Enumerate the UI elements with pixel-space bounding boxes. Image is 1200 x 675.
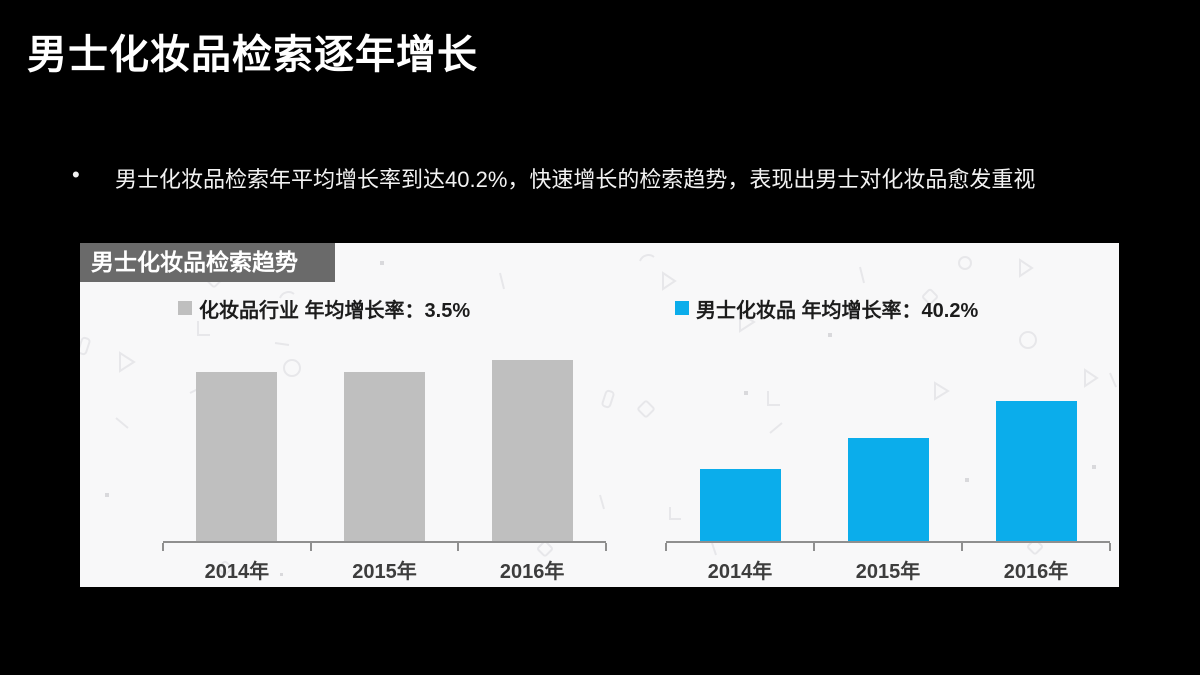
plot-area <box>163 331 606 543</box>
legend-label-industry: 化妆品行业 年均增长率：3.5% <box>199 299 471 322</box>
category-label: 2016年 <box>1003 561 1069 583</box>
bar-2015年 <box>847 438 929 541</box>
panel-header: 男士化妆品检索趋势 <box>80 243 335 282</box>
bar-2014年 <box>196 372 278 541</box>
axis-ticks <box>162 543 607 552</box>
bar-slot <box>962 331 1110 541</box>
bullet-text: 男士化妆品检索年平均增长率到达40.2%，快速增长的检索趋势，表现出男士对化妆品… <box>115 167 1036 192</box>
bar-slot <box>311 331 459 541</box>
category-label: 2015年 <box>352 561 417 583</box>
axis-tick <box>1109 543 1111 551</box>
category-label: 2015年 <box>855 561 921 583</box>
slide-title: 男士化妆品检索逐年增长 <box>27 33 478 77</box>
axis-tick <box>812 543 815 551</box>
bar-2016年 <box>995 401 1077 541</box>
bar-2015年 <box>344 372 425 541</box>
category-label: 2014年 <box>707 561 773 583</box>
axis-tick <box>665 543 667 551</box>
chart-panel: 男士化妆品检索趋势 化妆品行业 年均增长率：3.5% 男士化妆品 年均增长率：4… <box>80 243 1119 587</box>
legend-label-men: 男士化妆品 年均增长率：40.2% <box>696 299 979 322</box>
legend-industry: 化妆品行业 年均增长率：3.5% <box>178 296 471 322</box>
bar-slot <box>163 331 311 541</box>
category-labels: 2014年 2015年 2016年 <box>666 555 1110 584</box>
category-label: 2016年 <box>499 561 565 583</box>
axis-tick <box>960 543 963 551</box>
axis-tick <box>309 543 312 551</box>
category-label: 2014年 <box>204 561 270 583</box>
bar-2014年 <box>699 469 781 541</box>
bar-2016年 <box>491 360 573 541</box>
plot-area <box>666 331 1110 543</box>
bar-slot <box>666 331 814 541</box>
bullet-marker: • <box>72 162 80 187</box>
legend-men: 男士化妆品 年均增长率：40.2% <box>675 296 979 322</box>
panel-header-label: 男士化妆品检索趋势 <box>91 249 298 275</box>
axis-tick <box>605 543 607 551</box>
axis-ticks <box>665 543 1111 552</box>
axis-tick <box>457 543 460 551</box>
chart-industry: 2014年 2015年 2016年 <box>162 331 607 584</box>
axis-tick <box>162 543 164 551</box>
bar-slot <box>458 331 606 541</box>
bar-slot <box>814 331 962 541</box>
category-labels: 2014年 2015年 2016年 <box>163 555 606 584</box>
legend-swatch-men <box>675 301 689 315</box>
legend-swatch-industry <box>178 301 192 315</box>
chart-men: 2014年 2015年 2016年 <box>665 331 1111 584</box>
